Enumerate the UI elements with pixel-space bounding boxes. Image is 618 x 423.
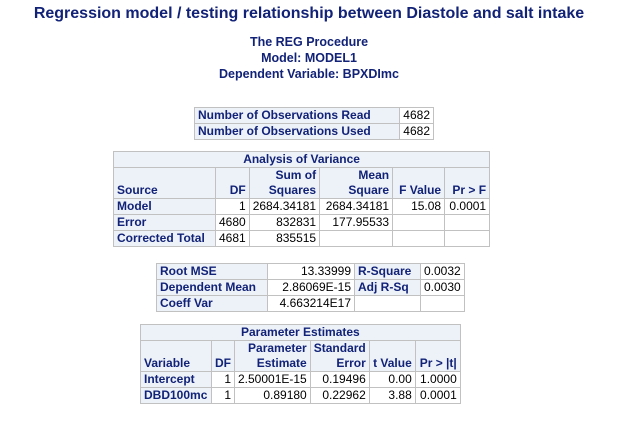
- cell-ss: 835515: [248, 230, 321, 247]
- cell-ss: 832831: [248, 214, 321, 231]
- fit-value2: 0.0030: [420, 279, 465, 296]
- cell-ms: [319, 230, 394, 247]
- col-header-df: DF: [211, 340, 235, 372]
- anova-caption: Analysis of Variance: [112, 151, 491, 168]
- table-row: Corrected Total 4681 835515: [113, 230, 491, 247]
- table-header-row: Source DF Sum of Squares Mean Square F Val…: [113, 167, 491, 199]
- fit-label2: Adj R-Sq: [354, 279, 421, 296]
- col-header-df: DF: [215, 167, 250, 199]
- table-row: Number of Observations Read 4682: [194, 107, 434, 124]
- cell-df: 1: [211, 387, 235, 404]
- table-row: DBD100mc 1 0.89180 0.22962 3.88 0.0001: [140, 387, 461, 404]
- row-label: Model: [113, 198, 216, 215]
- table-row: Intercept 1 2.50001E-15 0.19496 0.00 1.0…: [140, 371, 461, 388]
- col-header-ss: Sum of Squares: [248, 167, 321, 199]
- cell-df: 4680: [215, 214, 250, 231]
- report-title: Regression model / testing relationship …: [33, 5, 585, 22]
- fit-label: Root MSE: [156, 263, 268, 280]
- observations-table: Number of Observations Read 4682 Number …: [194, 107, 434, 140]
- cell-ms: 177.95533: [319, 214, 394, 231]
- procedure-header: The REG Procedure Model: MODEL1 Dependen…: [0, 34, 618, 82]
- col-header-source: Source: [113, 167, 216, 199]
- cell-f: 15.08: [392, 198, 446, 215]
- model-name: Model: MODEL1: [261, 51, 357, 65]
- cell-ss: 2684.34181: [248, 198, 321, 215]
- cell-p: [444, 214, 491, 231]
- col-header-f: F Value: [392, 167, 446, 199]
- fit-value: 2.86069E-15: [267, 279, 355, 296]
- col-header-estimate: Parameter Estimate: [234, 340, 311, 372]
- col-header-se: Standard Error: [309, 340, 370, 372]
- col-header-variable: Variable: [140, 340, 212, 372]
- table-caption-row: Parameter Estimates: [140, 324, 461, 341]
- cell-df: 4681: [215, 230, 250, 247]
- fit-value2: [420, 295, 465, 312]
- fit-value: 13.33999: [267, 263, 355, 280]
- params-caption: Parameter Estimates: [140, 324, 461, 341]
- obs-used-label: Number of Observations Used: [194, 123, 400, 140]
- dependent-variable: Dependent Variable: BPXDImc: [219, 67, 399, 81]
- table-row: Number of Observations Used 4682: [194, 123, 434, 140]
- col-header-p: Pr > |t|: [414, 340, 461, 372]
- cell-estimate: 0.89180: [234, 387, 311, 404]
- col-header-p: Pr > F: [444, 167, 491, 199]
- cell-df: 1: [211, 371, 235, 388]
- cell-ms: 2684.34181: [319, 198, 394, 215]
- table-row: Error 4680 832831 177.95533: [113, 214, 491, 231]
- cell-se: 0.22962: [309, 387, 370, 404]
- cell-df: 1: [215, 198, 250, 215]
- anova-table: Analysis of Variance Source DF Sum of Squ…: [112, 151, 491, 247]
- table-row: Root MSE 13.33999 R-Square 0.0032: [156, 263, 465, 280]
- obs-used-value: 4682: [399, 123, 434, 140]
- cell-p: 0.0001: [414, 387, 461, 404]
- cell-estimate: 2.50001E-15: [234, 371, 311, 388]
- fit-label: Coeff Var: [156, 295, 268, 312]
- fit-label2: [354, 295, 421, 312]
- cell-p: 1.0000: [414, 371, 461, 388]
- row-label: Corrected Total: [113, 230, 216, 247]
- cell-p: [444, 230, 491, 247]
- fit-value: 4.663214E17: [267, 295, 355, 312]
- obs-read-value: 4682: [399, 107, 434, 124]
- table-caption-row: Analysis of Variance: [112, 151, 491, 168]
- cell-p: 0.0001: [444, 198, 491, 215]
- row-label: DBD100mc: [140, 387, 212, 404]
- fit-statistics-table: Root MSE 13.33999 R-Square 0.0032 Depend…: [156, 263, 465, 312]
- cell-t: 0.00: [368, 371, 416, 388]
- row-label: Error: [113, 214, 216, 231]
- table-row: Dependent Mean 2.86069E-15 Adj R-Sq 0.00…: [156, 279, 465, 296]
- col-header-t: t Value: [368, 340, 416, 372]
- cell-t: 3.88: [368, 387, 416, 404]
- table-row: Model 1 2684.34181 2684.34181 15.08 0.00…: [113, 198, 491, 215]
- row-label: Intercept: [140, 371, 212, 388]
- obs-read-label: Number of Observations Read: [194, 107, 400, 124]
- fit-value2: 0.0032: [420, 263, 465, 280]
- fit-label: Dependent Mean: [156, 279, 268, 296]
- cell-f: [392, 214, 446, 231]
- table-header-row: Variable DF Parameter Estimate Standard Er…: [140, 340, 461, 372]
- cell-se: 0.19496: [309, 371, 370, 388]
- cell-f: [392, 230, 446, 247]
- fit-label2: R-Square: [354, 263, 421, 280]
- col-header-ms: Mean Square: [319, 167, 394, 199]
- procedure-name: The REG Procedure: [249, 35, 369, 49]
- parameter-estimates-table: Parameter Estimates Variable DF Paramete…: [140, 324, 461, 404]
- table-row: Coeff Var 4.663214E17: [156, 295, 465, 312]
